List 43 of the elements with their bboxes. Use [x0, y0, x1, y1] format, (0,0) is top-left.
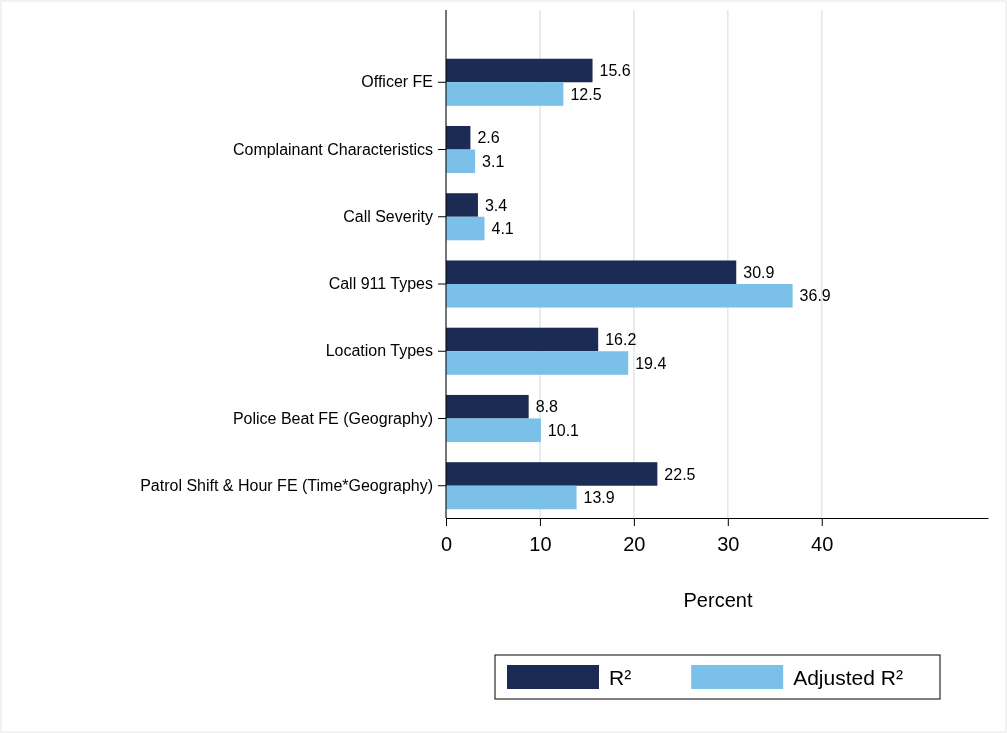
data-label: 30.9 [743, 263, 775, 281]
y-tick-label: Call 911 Types [328, 275, 433, 293]
data-label: 16.2 [605, 331, 637, 349]
bar [446, 351, 629, 375]
x-tick-label: 0 [440, 533, 453, 555]
data-label: 2.6 [477, 129, 500, 147]
bar [446, 58, 593, 83]
bar [446, 125, 471, 150]
y-tick-label: Location Types [325, 342, 433, 360]
bar [446, 485, 577, 510]
y-tick-label: Patrol Shift & Hour FE (Time*Geography) [140, 476, 433, 494]
data-label: 4.1 [491, 220, 514, 238]
data-label: 8.8 [535, 398, 559, 416]
x-tick-label: 10 [529, 533, 552, 555]
bar [446, 193, 478, 217]
data-label: 22.5 [664, 465, 696, 483]
data-label: 15.6 [599, 62, 631, 80]
bar [446, 82, 564, 106]
data-label: 10.1 [547, 421, 580, 439]
legend-label: R² [609, 666, 632, 689]
legend-label: Adjusted R² [793, 666, 903, 689]
y-tick-label: Complainant Characteristics [232, 140, 433, 158]
data-label: 36.9 [799, 287, 831, 305]
x-tick-label: 40 [811, 533, 834, 555]
data-label: 19.4 [635, 354, 667, 372]
bar [446, 418, 541, 443]
x-axis-title: Percent [683, 589, 753, 611]
bar [446, 260, 737, 284]
data-label: 3.1 [482, 152, 505, 170]
y-tick-label: Police Beat FE (Geography) [232, 409, 433, 427]
y-tick-label: Officer FE [361, 73, 433, 91]
x-tick-label: 30 [717, 533, 740, 555]
bar [446, 149, 476, 174]
data-label: 3.4 [484, 196, 508, 214]
data-label: 13.9 [583, 489, 615, 507]
y-tick-label: Call Severity [343, 207, 433, 225]
bar [446, 216, 485, 241]
bar [446, 462, 658, 486]
bar [446, 394, 529, 419]
x-tick-label: 20 [623, 533, 646, 555]
data-label: 12.5 [570, 85, 602, 103]
bar [446, 327, 599, 352]
bar [446, 284, 793, 308]
